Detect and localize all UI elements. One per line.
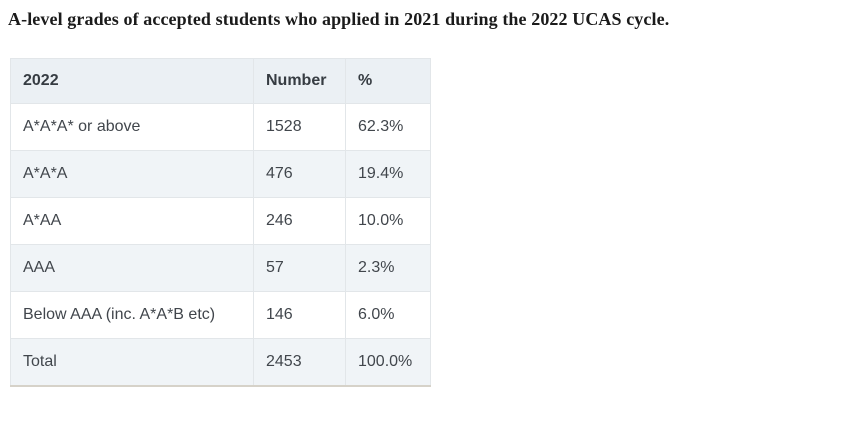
percent-cell: 10.0% [345, 197, 431, 245]
table-row: A*AA 246 10.0% [10, 197, 431, 245]
column-header-number: Number [253, 58, 346, 104]
grade-cell: A*AA [10, 197, 254, 245]
number-cell: 2453 [253, 338, 346, 387]
number-cell: 57 [253, 244, 346, 292]
column-header-year: 2022 [10, 58, 254, 104]
column-header-percent: % [345, 58, 431, 104]
number-cell: 1528 [253, 103, 346, 151]
article-snippet: A-level grades of accepted students who … [0, 8, 854, 427]
grade-cell: Total [10, 338, 254, 387]
table-row-total: Total 2453 100.0% [10, 338, 431, 387]
table-row: A*A*A 476 19.4% [10, 150, 431, 198]
percent-cell: 2.3% [345, 244, 431, 292]
table-row: A*A*A* or above 1528 62.3% [10, 103, 431, 151]
grade-cell: AAA [10, 244, 254, 292]
percent-cell: 100.0% [345, 338, 431, 387]
percent-cell: 19.4% [345, 150, 431, 198]
percent-cell: 62.3% [345, 103, 431, 151]
table-header-row: 2022 Number % [10, 58, 431, 104]
number-cell: 246 [253, 197, 346, 245]
grade-cell: A*A*A [10, 150, 254, 198]
table-row: Below AAA (inc. A*A*B etc) 146 6.0% [10, 291, 431, 339]
percent-cell: 6.0% [345, 291, 431, 339]
page-title: A-level grades of accepted students who … [8, 9, 670, 29]
number-cell: 146 [253, 291, 346, 339]
grades-table: 2022 Number % A*A*A* or above 1528 62.3%… [10, 58, 431, 387]
table-row: AAA 57 2.3% [10, 244, 431, 292]
grade-cell: A*A*A* or above [10, 103, 254, 151]
grade-cell: Below AAA (inc. A*A*B etc) [10, 291, 254, 339]
number-cell: 476 [253, 150, 346, 198]
